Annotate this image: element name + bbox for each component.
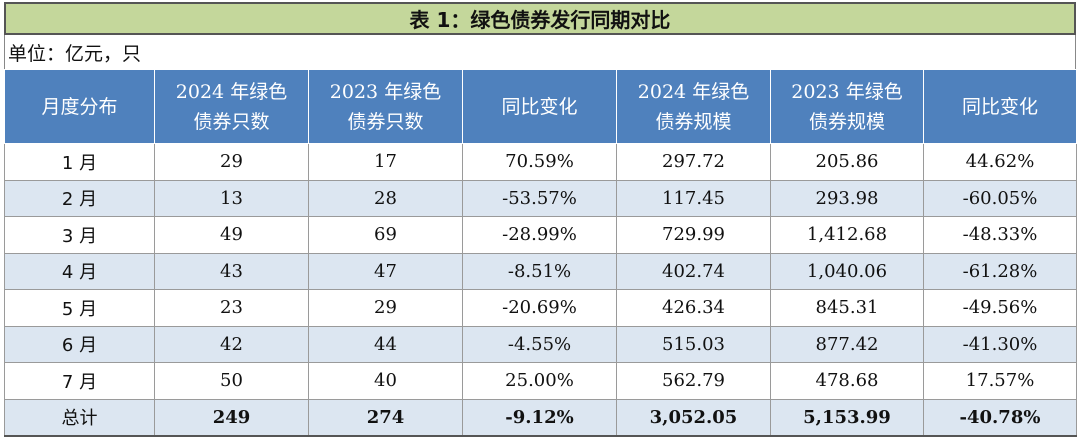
total-cell-count-yoy: -9.12% — [462, 398, 617, 437]
col-header-count-yoy: 同比变化 — [462, 69, 617, 144]
cell-scale-yoy: -41.30% — [923, 325, 1077, 363]
cell-count-2023: 47 — [308, 252, 463, 290]
total-cell-scale-yoy: -40.78% — [923, 398, 1077, 437]
cell-scale-yoy: -49.56% — [923, 289, 1077, 327]
col-header-scale-yoy: 同比变化 — [923, 69, 1077, 144]
unit-label: 单位：亿元，只 — [4, 35, 1076, 69]
table-container: 表 1：绿色债券发行同期对比 单位：亿元，只 月度分布 2024 年绿色 债券只数… — [4, 2, 1077, 437]
cell-count-yoy: -53.57% — [462, 179, 617, 217]
cell-month: 3 月 — [4, 216, 155, 254]
cell-scale-yoy: -61.28% — [923, 252, 1077, 290]
col-header-2024-count: 2024 年绿色 债券只数 — [154, 69, 309, 144]
cell-scale-2024: 117.45 — [616, 179, 771, 217]
cell-count-yoy: -4.55% — [462, 325, 617, 363]
cell-count-yoy: -8.51% — [462, 252, 617, 290]
cell-count-2023: 17 — [308, 143, 463, 181]
header-text: 2024 年绿色 — [175, 80, 288, 103]
total-cell-scale-2024: 3,052.05 — [616, 398, 771, 437]
cell-count-2024: 43 — [154, 252, 309, 290]
cell-count-2024: 13 — [154, 179, 309, 217]
header-text: 债券规模 — [808, 110, 885, 133]
table-row: 4 月 43 47 -8.51% 402.74 1,040.06 -61.28% — [4, 252, 1077, 290]
cell-count-2024: 29 — [154, 143, 309, 181]
cell-scale-2024: 402.74 — [616, 252, 771, 290]
cell-scale-2023: 1,040.06 — [770, 252, 924, 290]
header-text: 2023 年绿色 — [791, 80, 903, 103]
cell-month: 1 月 — [4, 143, 155, 181]
bond-comparison-table: 月度分布 2024 年绿色 债券只数 2023 年绿色 债券只数 同比变化 2024… — [4, 69, 1077, 437]
cell-month: 2 月 — [4, 179, 155, 217]
total-cell-count-2023: 274 — [308, 398, 463, 437]
total-cell-count-2024: 249 — [154, 398, 309, 437]
table-row: 5 月 23 29 -20.69% 426.34 845.31 -49.56% — [4, 289, 1077, 327]
cell-scale-2024: 426.34 — [616, 289, 771, 327]
cell-scale-2023: 877.42 — [770, 325, 924, 363]
total-cell-month: 总计 — [4, 398, 155, 437]
header-row: 月度分布 2024 年绿色 债券只数 2023 年绿色 债券只数 同比变化 2024… — [4, 69, 1077, 144]
cell-scale-2024: 562.79 — [616, 362, 771, 400]
col-header-2023-scale: 2023 年绿色 债券规模 — [770, 69, 924, 144]
cell-count-2023: 69 — [308, 216, 463, 254]
cell-scale-2023: 293.98 — [770, 179, 924, 217]
cell-count-yoy: -28.99% — [462, 216, 617, 254]
cell-count-2024: 50 — [154, 362, 309, 400]
cell-scale-2023: 845.31 — [770, 289, 924, 327]
cell-count-2023: 44 — [308, 325, 463, 363]
table-row: 6 月 42 44 -4.55% 515.03 877.42 -41.30% — [4, 325, 1077, 363]
cell-scale-2023: 478.68 — [770, 362, 924, 400]
cell-scale-2023: 205.86 — [770, 143, 924, 181]
total-row: 总计 249 274 -9.12% 3,052.05 5,153.99 -40.78% — [4, 398, 1077, 437]
header-text: 债券只数 — [347, 110, 424, 133]
header-text: 2023 年绿色 — [329, 80, 442, 103]
col-header-2023-count: 2023 年绿色 债券只数 — [308, 69, 463, 144]
table-row: 3 月 49 69 -28.99% 729.99 1,412.68 -48.33% — [4, 216, 1077, 254]
cell-scale-2024: 729.99 — [616, 216, 771, 254]
table-row: 1 月 29 17 70.59% 297.72 205.86 44.62% — [4, 143, 1077, 181]
cell-count-yoy: 25.00% — [462, 362, 617, 400]
cell-count-yoy: 70.59% — [462, 143, 617, 181]
col-header-month: 月度分布 — [4, 69, 155, 144]
cell-count-2023: 29 — [308, 289, 463, 327]
table-row: 2 月 13 28 -53.57% 117.45 293.98 -60.05% — [4, 179, 1077, 217]
cell-scale-yoy: -60.05% — [923, 179, 1077, 217]
header-text: 同比变化 — [961, 95, 1038, 118]
header-text: 债券只数 — [193, 110, 270, 133]
header-text: 债券规模 — [655, 110, 732, 133]
cell-count-2023: 28 — [308, 179, 463, 217]
cell-count-2023: 40 — [308, 362, 463, 400]
cell-count-2024: 42 — [154, 325, 309, 363]
cell-scale-yoy: -48.33% — [923, 216, 1077, 254]
cell-count-yoy: -20.69% — [462, 289, 617, 327]
header-text: 月度分布 — [41, 95, 118, 118]
cell-scale-2023: 1,412.68 — [770, 216, 924, 254]
table-row: 7 月 50 40 25.00% 562.79 478.68 17.57% — [4, 362, 1077, 400]
cell-month: 4 月 — [4, 252, 155, 290]
cell-scale-2024: 515.03 — [616, 325, 771, 363]
cell-month: 6 月 — [4, 325, 155, 363]
header-text: 同比变化 — [501, 95, 578, 118]
table-title: 表 1：绿色债券发行同期对比 — [4, 2, 1076, 35]
cell-count-2024: 23 — [154, 289, 309, 327]
cell-month: 7 月 — [4, 362, 155, 400]
col-header-2024-scale: 2024 年绿色 债券规模 — [616, 69, 771, 144]
cell-scale-yoy: 17.57% — [923, 362, 1077, 400]
cell-scale-2024: 297.72 — [616, 143, 771, 181]
total-cell-scale-2023: 5,153.99 — [770, 398, 924, 437]
cell-scale-yoy: 44.62% — [923, 143, 1077, 181]
cell-month: 5 月 — [4, 289, 155, 327]
cell-count-2024: 49 — [154, 216, 309, 254]
header-text: 2024 年绿色 — [637, 80, 750, 103]
